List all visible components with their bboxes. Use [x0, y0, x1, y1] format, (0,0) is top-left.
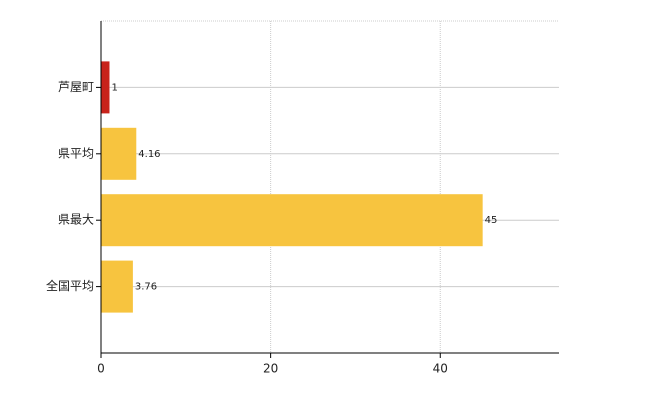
bar: [101, 61, 110, 114]
x-tick-label: 20: [263, 362, 278, 376]
y-tick-label: 全国平均: [46, 278, 94, 293]
value-label: 4.16: [138, 149, 160, 160]
bar: [101, 194, 483, 247]
y-tick-label: 県平均: [58, 146, 94, 160]
x-tick-label: 0: [97, 362, 105, 376]
value-label: 3.76: [135, 282, 157, 293]
bar: [101, 127, 137, 180]
value-label: 45: [485, 215, 498, 226]
value-label: 1: [111, 82, 117, 93]
y-tick-label: 県最大: [58, 213, 94, 227]
x-tick-label: 40: [433, 362, 448, 376]
bar: [101, 260, 133, 313]
y-tick-label: 芦屋町: [58, 80, 94, 94]
